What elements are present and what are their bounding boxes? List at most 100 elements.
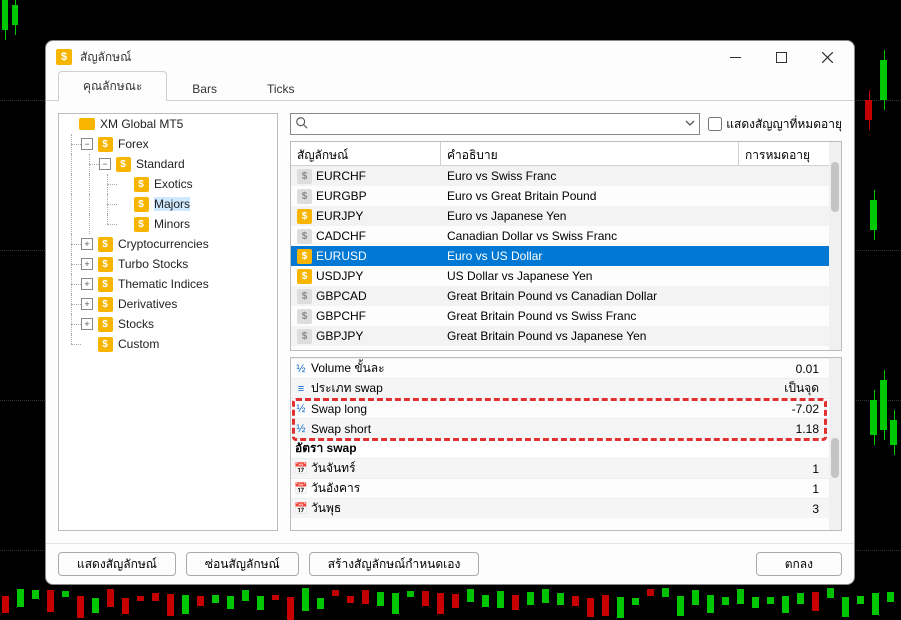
- tree-item[interactable]: $ Exotics: [59, 174, 277, 194]
- tree-expander[interactable]: −: [81, 138, 93, 150]
- symbol-row[interactable]: $GBPCHFGreat Britain Pound vs Swiss Fran…: [291, 306, 829, 326]
- symbol-name: CADCHF: [316, 229, 366, 243]
- symbol-row[interactable]: $GBPJPYGreat Britain Pound vs Japanese Y…: [291, 326, 829, 346]
- symbol-name: EURUSD: [316, 249, 367, 263]
- dollar-icon: $: [97, 317, 113, 331]
- symbol-row[interactable]: $USDJPYUS Dollar vs Japanese Yen: [291, 266, 829, 286]
- tree-item[interactable]: $Minors: [59, 214, 277, 234]
- detail-row[interactable]: ½Volume ขั้นละ0.01: [291, 358, 829, 378]
- symbol-name: USDJPY: [316, 269, 363, 283]
- col-description[interactable]: คำอธิบาย: [441, 142, 739, 165]
- tree-item[interactable]: XM Global MT5: [59, 114, 277, 134]
- tree-item[interactable]: $Custom: [59, 334, 277, 354]
- tabs: คุณลักษณะBarsTicks: [46, 73, 854, 101]
- detail-label: วันพุธ: [311, 499, 812, 518]
- chevron-down-icon[interactable]: [685, 118, 695, 128]
- tree-item[interactable]: +$Stocks: [59, 314, 277, 334]
- tab-คุณลักษณะ[interactable]: คุณลักษณะ: [58, 71, 167, 101]
- detail-value: 1: [812, 462, 829, 476]
- tree-item-label: Custom: [118, 337, 159, 351]
- symbol-row[interactable]: $EURJPYEuro vs Japanese Yen: [291, 206, 829, 226]
- tree-item-label: Standard: [136, 157, 185, 171]
- detail-row[interactable]: 📅วันอังคาร1: [291, 478, 829, 498]
- tree-item[interactable]: +$Derivatives: [59, 294, 277, 314]
- dollar-icon: $: [297, 309, 312, 324]
- tree-expander[interactable]: +: [81, 318, 93, 330]
- detail-row[interactable]: ½Swap long-7.02: [291, 398, 829, 418]
- tree-expander[interactable]: +: [81, 278, 93, 290]
- tree-item[interactable]: + $ Turbo Stocks: [59, 254, 277, 274]
- dollar-icon: $: [297, 249, 312, 264]
- tree-expander[interactable]: +: [81, 258, 93, 270]
- tree-item-label: Exotics: [154, 177, 193, 191]
- symbol-row[interactable]: $GBPCADGreat Britain Pound vs Canadian D…: [291, 286, 829, 306]
- expired-checkbox-row[interactable]: แสดงสัญญาที่หมดอายุ: [708, 115, 842, 134]
- tree-expander: [117, 198, 129, 210]
- tree-item[interactable]: +$Thematic Indices: [59, 274, 277, 294]
- tree-item[interactable]: $ Majors: [59, 194, 277, 214]
- detail-row-icon: 📅: [291, 502, 311, 515]
- dollar-icon: $: [97, 237, 113, 251]
- symbol-table-header: สัญลักษณ์ คำอธิบาย การหมดอายุ: [291, 142, 829, 166]
- detail-label: Swap long: [311, 402, 792, 416]
- tree-expander[interactable]: +: [81, 238, 93, 250]
- dollar-icon: $: [97, 257, 113, 271]
- symbol-row[interactable]: $EURUSDEuro vs US Dollar: [291, 246, 829, 266]
- tree-item[interactable]: −$ Standard: [59, 154, 277, 174]
- dollar-icon: $: [297, 189, 312, 204]
- symbol-row[interactable]: $CADCHFCanadian Dollar vs Swiss Franc: [291, 226, 829, 246]
- tree-expander: [81, 338, 93, 350]
- window-icon: $: [56, 49, 72, 65]
- symbol-row[interactable]: $EURCHFEuro vs Swiss Franc: [291, 166, 829, 186]
- symbol-name: GBPCHF: [316, 309, 366, 323]
- tree-item[interactable]: −$Forex: [59, 134, 277, 154]
- symbol-description: Great Britain Pound vs Japanese Yen: [441, 329, 739, 343]
- detail-scrollbar[interactable]: [829, 358, 841, 530]
- detail-value: -7.02: [792, 402, 829, 416]
- tab-ticks[interactable]: Ticks: [242, 76, 320, 101]
- search-input[interactable]: [290, 113, 700, 135]
- detail-row[interactable]: ≡ประเภท swapเป็นจุด: [291, 378, 829, 398]
- dollar-icon: $: [133, 177, 149, 191]
- dollar-icon: $: [115, 157, 131, 171]
- tree-expander[interactable]: −: [99, 158, 111, 170]
- col-expiration[interactable]: การหมดอายุ: [739, 142, 829, 165]
- detail-section-header: อัตรา swap: [291, 438, 829, 458]
- maximize-button[interactable]: [758, 42, 804, 72]
- detail-value: เป็นจุด: [784, 379, 829, 398]
- symbol-description: Euro vs Japanese Yen: [441, 209, 739, 223]
- detail-row[interactable]: ½Swap short1.18: [291, 418, 829, 438]
- search-wrap: [290, 113, 700, 135]
- col-symbol[interactable]: สัญลักษณ์: [291, 142, 441, 165]
- hide-symbol-button[interactable]: ซ่อนสัญลักษณ์: [186, 552, 299, 576]
- dollar-icon: $: [133, 197, 149, 211]
- tree-item[interactable]: + $ Cryptocurrencies: [59, 234, 277, 254]
- tree-item-label: XM Global MT5: [100, 117, 183, 131]
- detail-row[interactable]: 📅วันพุธ3: [291, 498, 829, 518]
- close-button[interactable]: [804, 42, 850, 72]
- dollar-icon: $: [297, 269, 312, 284]
- detail-label: Swap short: [311, 422, 796, 436]
- window-title: สัญลักษณ์: [80, 48, 712, 67]
- symbol-row[interactable]: $EURGBPEuro vs Great Britain Pound: [291, 186, 829, 206]
- detail-row[interactable]: 📅วันจันทร์1: [291, 458, 829, 478]
- ok-button[interactable]: ตกลง: [756, 552, 842, 576]
- tree-item-label: Majors: [154, 197, 190, 211]
- expired-checkbox-label: แสดงสัญญาที่หมดอายุ: [726, 115, 842, 134]
- tree-expander: [117, 178, 129, 190]
- symbol-name: EURCHF: [316, 169, 366, 183]
- expired-checkbox[interactable]: [708, 117, 722, 131]
- symbol-scrollbar[interactable]: [829, 142, 841, 350]
- tree-panel[interactable]: XM Global MT5−$Forex−$Standard$Exotics$M…: [58, 113, 278, 531]
- tree-item-label: Cryptocurrencies: [118, 237, 209, 251]
- create-symbol-button[interactable]: สร้างสัญลักษณ์กำหนดเอง: [309, 552, 480, 576]
- tree-expander[interactable]: +: [81, 298, 93, 310]
- detail-value: 3: [812, 502, 829, 516]
- tree-item-label: Turbo Stocks: [118, 257, 188, 271]
- dollar-icon: $: [297, 169, 312, 184]
- detail-row-icon: ½: [291, 423, 311, 435]
- tab-bars[interactable]: Bars: [167, 76, 242, 101]
- folder-icon: [79, 117, 95, 131]
- minimize-button[interactable]: [712, 42, 758, 72]
- show-symbol-button[interactable]: แสดงสัญลักษณ์: [58, 552, 176, 576]
